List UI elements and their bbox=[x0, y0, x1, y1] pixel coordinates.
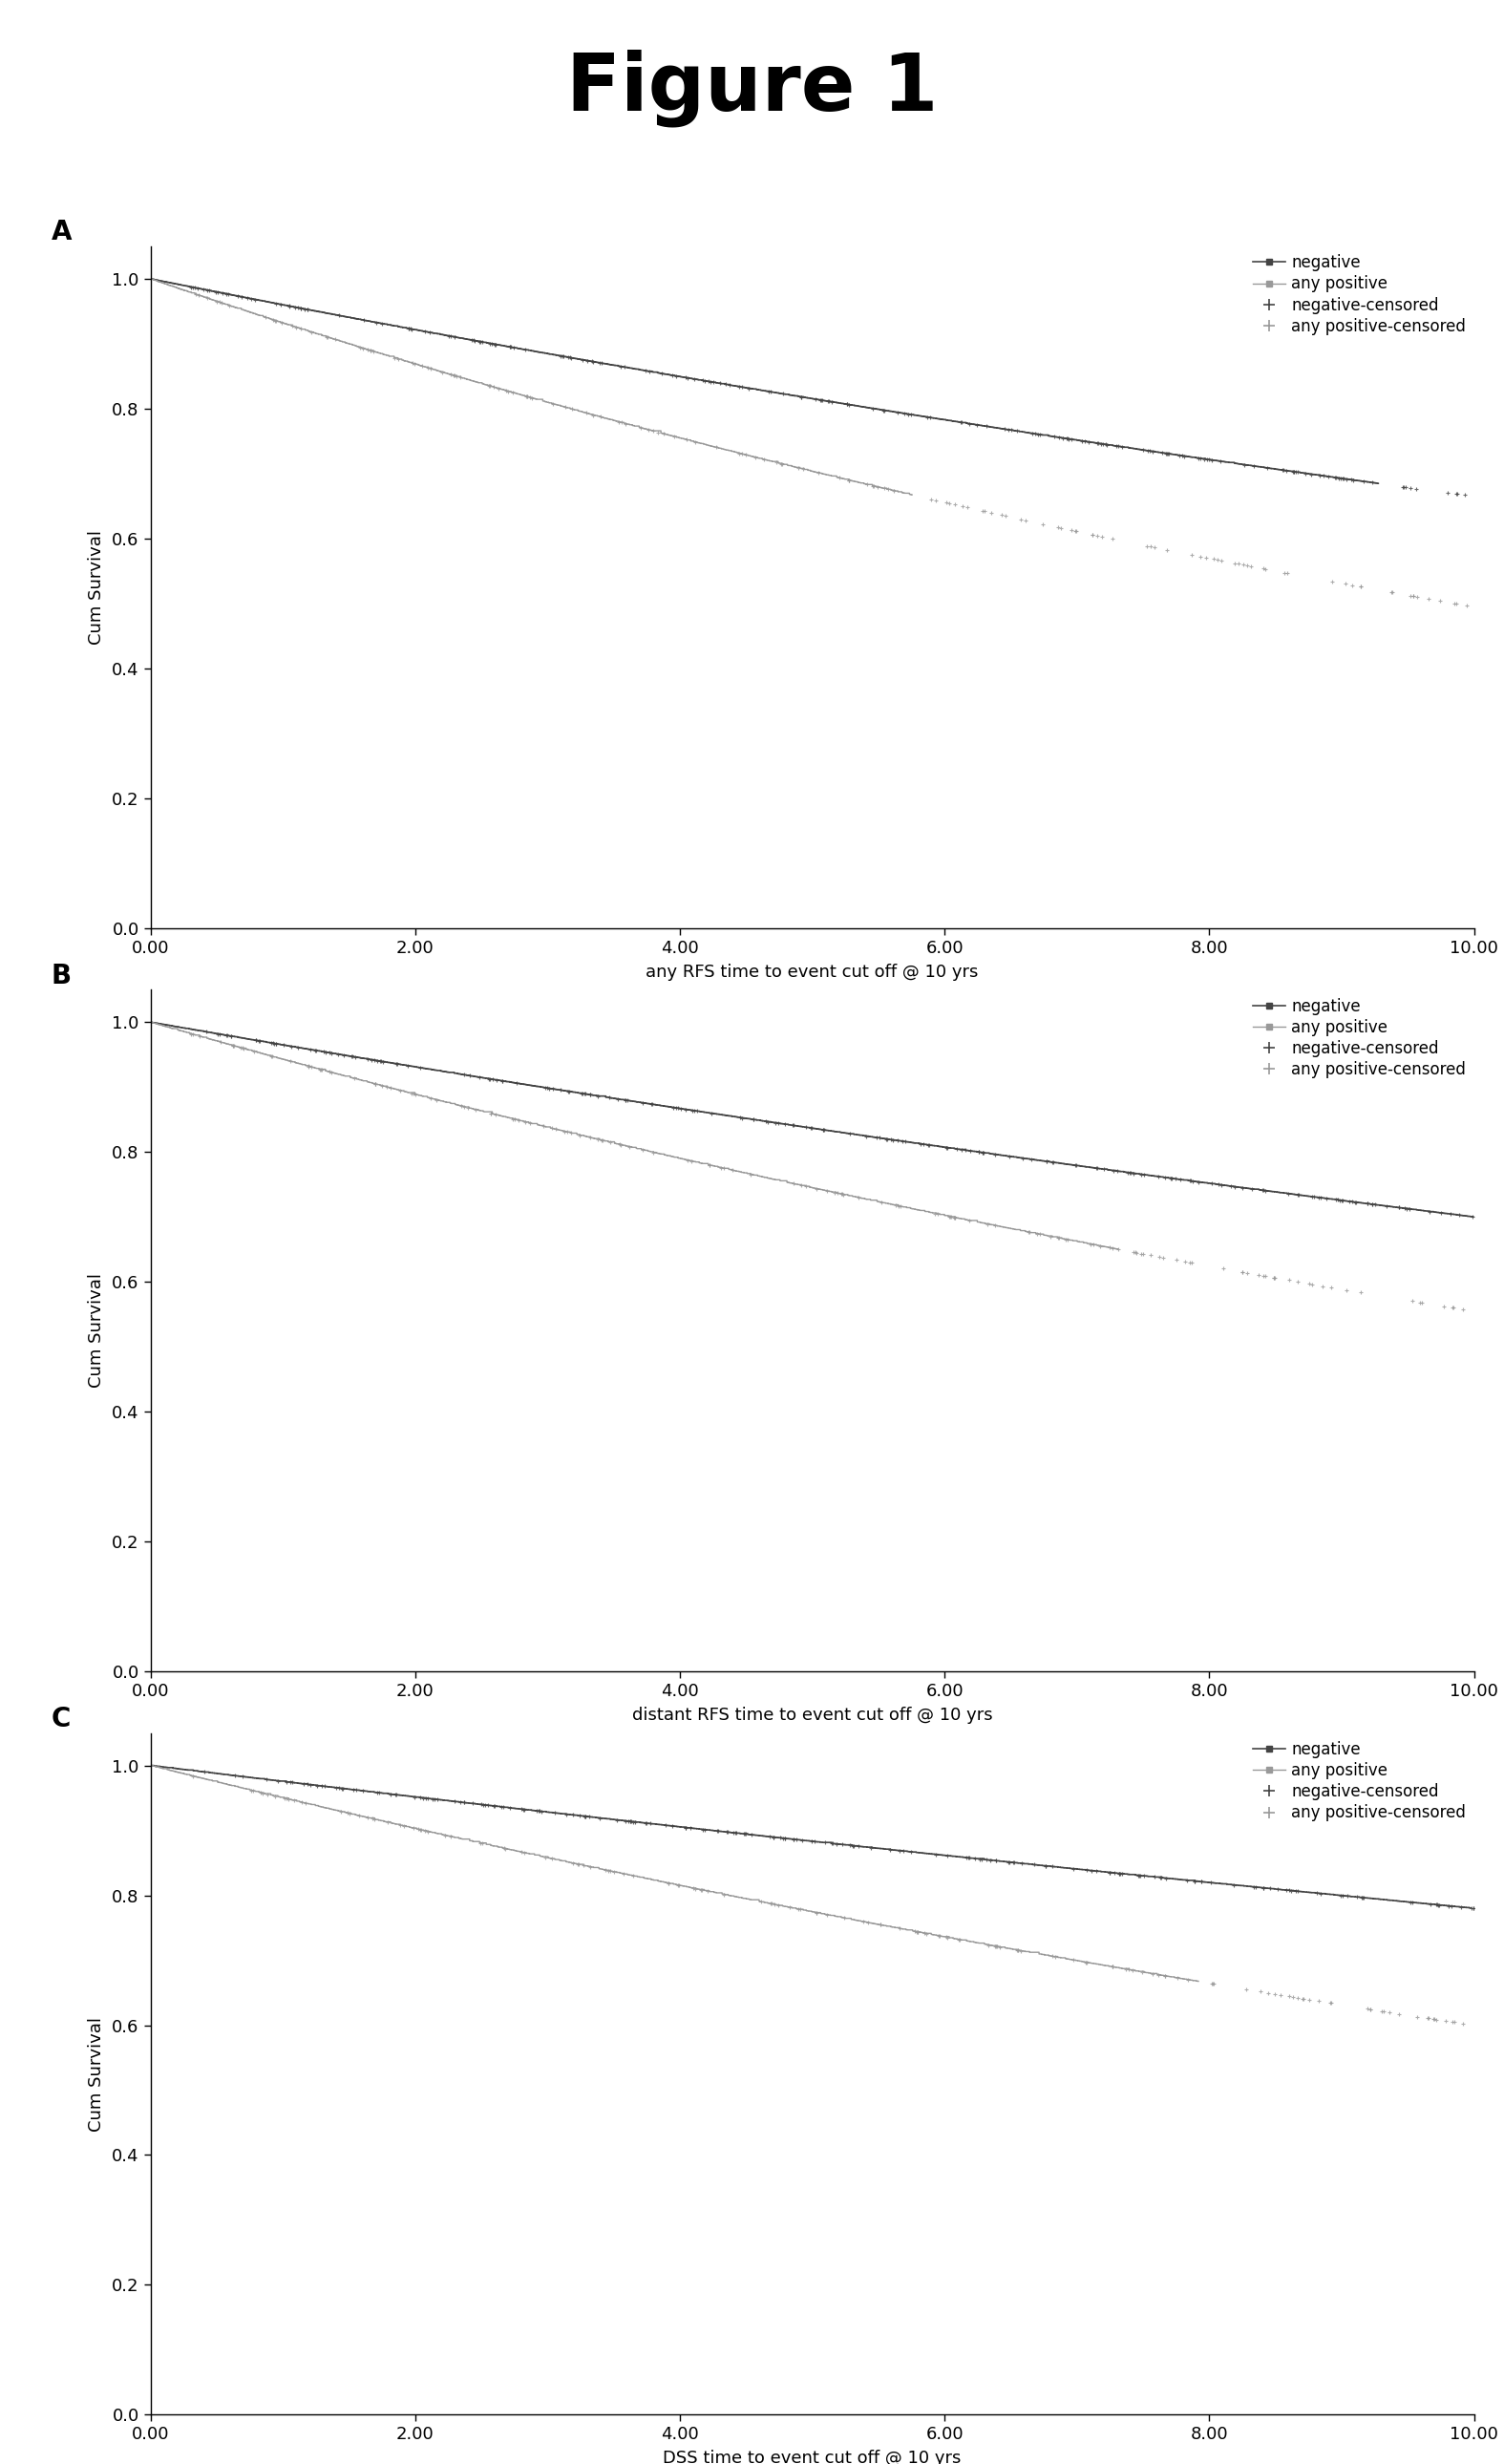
X-axis label: DSS time to event cut off @ 10 yrs: DSS time to event cut off @ 10 yrs bbox=[663, 2449, 961, 2464]
Legend: negative, any positive, negative-censored, any positive-censored: negative, any positive, negative-censore… bbox=[1253, 998, 1466, 1079]
X-axis label: any RFS time to event cut off @ 10 yrs: any RFS time to event cut off @ 10 yrs bbox=[645, 963, 979, 981]
Y-axis label: Cum Survival: Cum Survival bbox=[89, 1274, 105, 1387]
Legend: negative, any positive, negative-censored, any positive-censored: negative, any positive, negative-censore… bbox=[1253, 1742, 1466, 1821]
Text: A: A bbox=[51, 219, 72, 246]
Y-axis label: Cum Survival: Cum Survival bbox=[89, 2016, 105, 2131]
Legend: negative, any positive, negative-censored, any positive-censored: negative, any positive, negative-censore… bbox=[1253, 254, 1466, 335]
Text: Figure 1: Figure 1 bbox=[566, 49, 938, 128]
Y-axis label: Cum Survival: Cum Survival bbox=[89, 530, 105, 646]
Text: B: B bbox=[51, 963, 71, 988]
Text: C: C bbox=[51, 1705, 71, 1732]
X-axis label: distant RFS time to event cut off @ 10 yrs: distant RFS time to event cut off @ 10 y… bbox=[632, 1708, 993, 1725]
